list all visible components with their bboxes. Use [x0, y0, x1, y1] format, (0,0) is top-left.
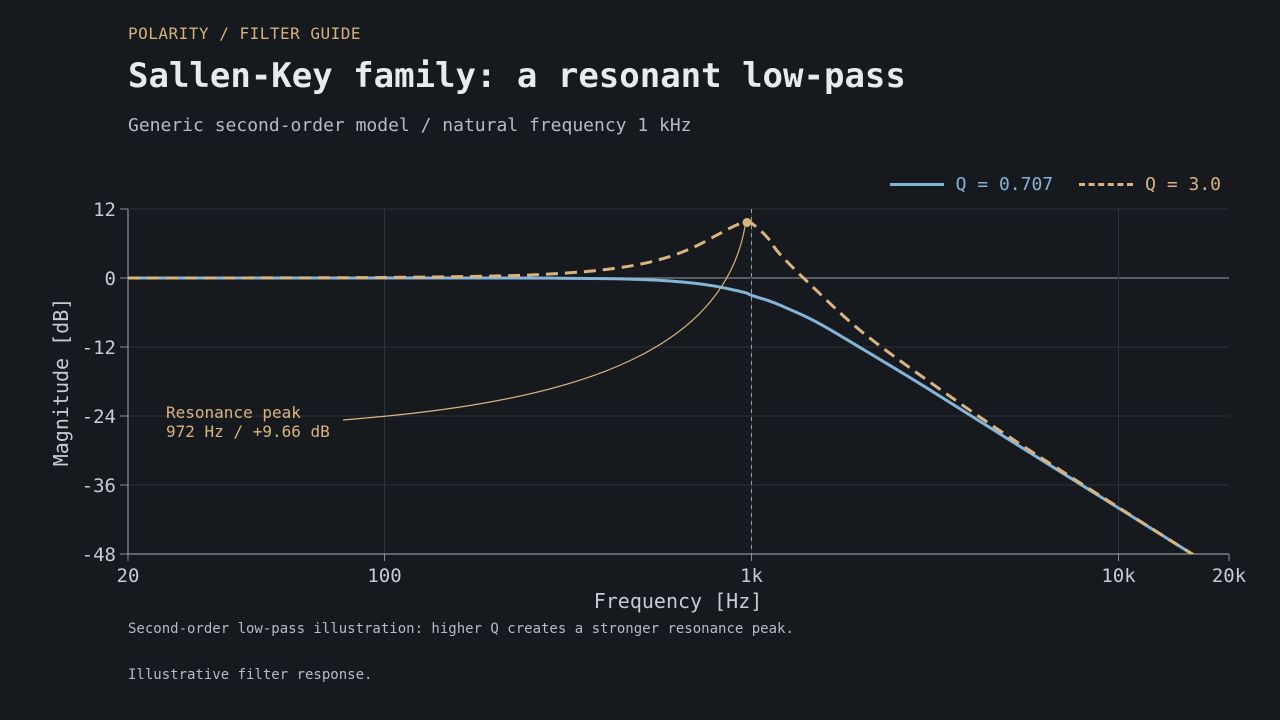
- x-tick-label: 20: [117, 565, 140, 587]
- x-tick-label: 1k: [740, 565, 763, 587]
- x-tick-label: 10k: [1101, 565, 1136, 587]
- y-tick-label: -12: [82, 337, 116, 359]
- x-tick-label: 100: [367, 565, 401, 587]
- chart-caption: Second-order low-pass illustration: high…: [128, 621, 794, 637]
- page-title: Sallen-Key family: a resonant low-pass: [128, 56, 906, 96]
- annotation-label-line: 972 Hz / +9.66 dB: [166, 422, 330, 441]
- y-tick-label: -24: [82, 406, 116, 428]
- annotation-leader-line: [342, 226, 746, 421]
- y-tick-label: 12: [93, 199, 116, 221]
- footnote: Illustrative filter response.: [128, 667, 373, 683]
- series-line-q3: [128, 220, 1195, 554]
- legend-swatch-q3: [1079, 183, 1134, 186]
- legend-label-q3: Q = 3.0: [1145, 174, 1221, 195]
- header-kicker: POLARITY / FILTER GUIDE: [128, 24, 362, 43]
- y-axis-label: Magnitude [dB]: [49, 298, 73, 467]
- grid-layer: [128, 208, 1229, 555]
- legend-item-q0707: Q = 0.707: [889, 174, 1054, 195]
- chart-legend: Q = 0.707 Q = 3.0: [889, 174, 1221, 195]
- series-layer: [128, 220, 1195, 554]
- legend-item-q3: Q = 3.0: [1079, 174, 1221, 195]
- x-axis-label: Frequency [Hz]: [594, 589, 763, 613]
- resonance-peak-marker: [742, 217, 752, 227]
- legend-swatch-q0707: [889, 183, 944, 186]
- legend-label-q0707: Q = 0.707: [955, 174, 1054, 195]
- y-tick-label: 0: [105, 268, 116, 290]
- page-subtitle: Generic second-order model / natural fre…: [128, 115, 692, 136]
- y-tick-label: -48: [82, 544, 116, 566]
- y-tick-label: -36: [82, 475, 116, 497]
- series-line-q0707: [128, 276, 1195, 554]
- x-tick-label: 20k: [1212, 565, 1247, 587]
- annotation-label-line: Resonance peak: [166, 403, 301, 422]
